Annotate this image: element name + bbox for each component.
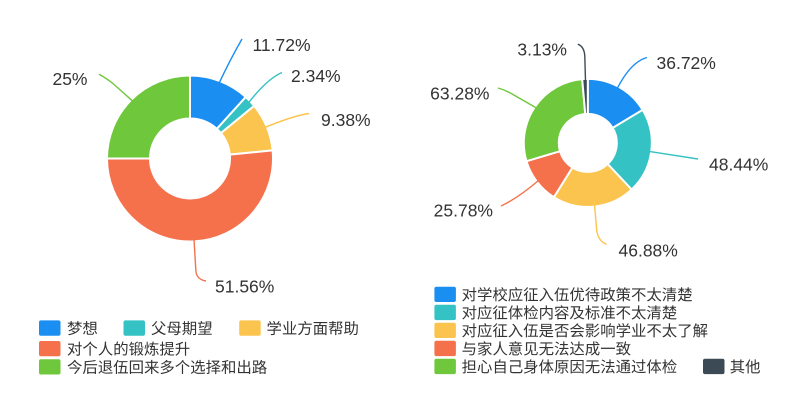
- svg-text:11.72%: 11.72%: [253, 35, 311, 55]
- svg-text:36.72%: 36.72%: [657, 53, 716, 73]
- svg-text:25.78%: 25.78%: [434, 200, 493, 220]
- svg-text:63.28%: 63.28%: [430, 83, 489, 103]
- svg-text:46.88%: 46.88%: [619, 240, 678, 260]
- svg-text:9.38%: 9.38%: [321, 110, 371, 130]
- svg-text:25%: 25%: [52, 69, 87, 89]
- svg-text:2.34%: 2.34%: [291, 66, 341, 86]
- svg-text:3.13%: 3.13%: [517, 39, 567, 59]
- svg-text:51.56%: 51.56%: [215, 276, 274, 296]
- svg-text:48.44%: 48.44%: [709, 154, 768, 174]
